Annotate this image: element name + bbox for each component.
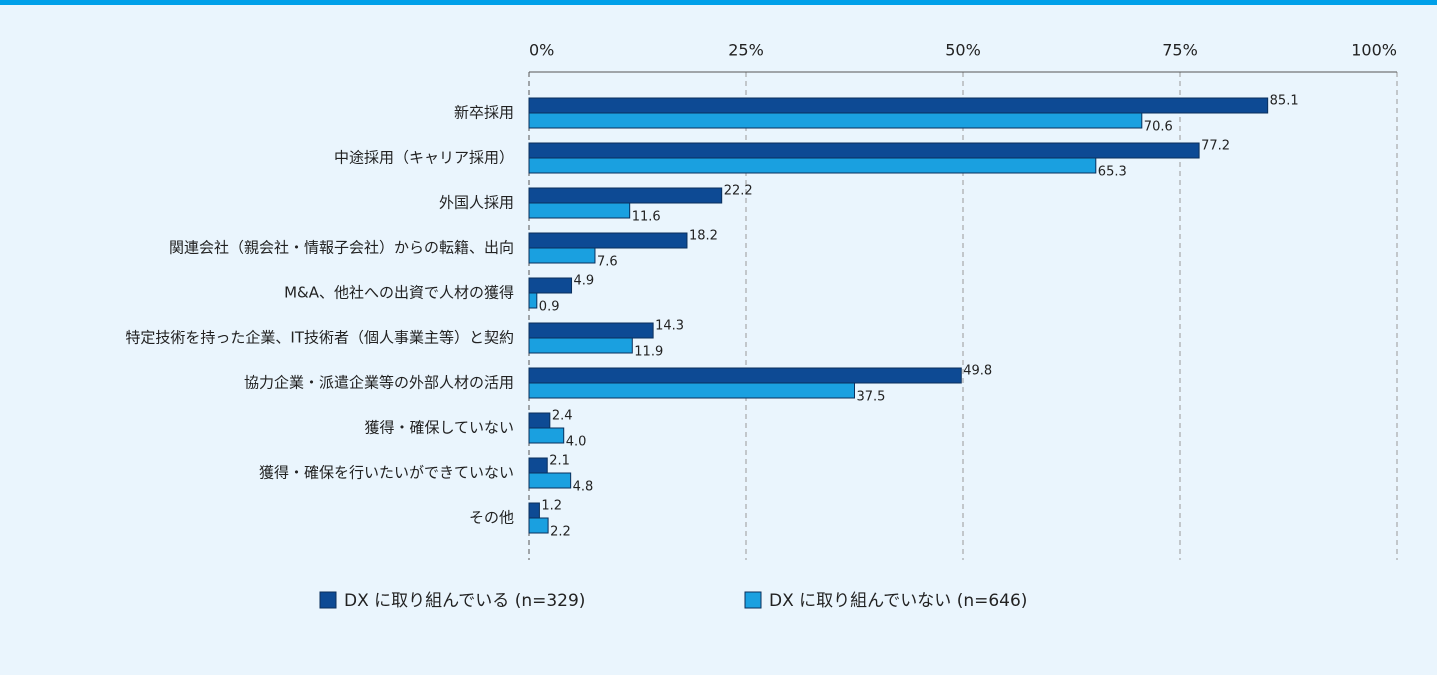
category-label: 新卒採用 — [454, 104, 514, 122]
data-label: 70.6 — [1144, 120, 1173, 135]
data-label: 2.2 — [550, 525, 571, 540]
x-tick-label: 0% — [529, 41, 554, 60]
data-label: 2.4 — [552, 409, 573, 424]
bar — [528, 112, 1143, 129]
x-tick-label: 75% — [1162, 41, 1198, 60]
data-label: 18.2 — [689, 229, 718, 244]
bar — [528, 322, 654, 339]
category-label: 特定技術を持った企業、IT技術者（個人事業主等）と契約 — [125, 329, 514, 347]
data-label: 49.8 — [963, 364, 992, 379]
data-label: 85.1 — [1270, 94, 1299, 109]
data-label: 7.6 — [597, 255, 618, 270]
data-label: 4.9 — [574, 274, 595, 289]
x-tick-label: 100% — [1351, 41, 1397, 60]
bar — [528, 247, 596, 264]
bar — [528, 157, 1097, 174]
data-label: 4.0 — [566, 435, 587, 450]
data-label: 22.2 — [724, 184, 753, 199]
data-label: 4.8 — [573, 480, 594, 495]
category-label: M&A、他社への出資で人材の獲得 — [284, 284, 514, 302]
bar — [528, 367, 962, 384]
top-stripe — [0, 0, 1437, 5]
legend-label: DX に取り組んでいる (n=329) — [344, 591, 585, 611]
category-label: 関連会社（親会社・情報子会社）からの転籍、出向 — [169, 239, 514, 257]
bar — [528, 292, 538, 309]
data-label: 65.3 — [1098, 165, 1127, 180]
data-label: 77.2 — [1201, 139, 1230, 154]
data-label: 11.9 — [634, 345, 663, 360]
category-label: 外国人採用 — [439, 194, 514, 212]
bar — [528, 202, 631, 219]
bar — [528, 187, 723, 204]
data-label: 37.5 — [857, 390, 886, 405]
x-tick-label: 25% — [728, 41, 764, 60]
bar — [528, 502, 540, 519]
data-label: 14.3 — [655, 319, 684, 334]
bar — [528, 232, 688, 249]
bar — [528, 412, 551, 429]
legend-swatch — [319, 591, 337, 609]
bar — [528, 277, 573, 294]
data-label: 11.6 — [632, 210, 661, 225]
legend-swatch — [744, 591, 762, 609]
category-label: 中途採用（キャリア採用） — [334, 149, 514, 167]
category-label: その他 — [469, 509, 514, 527]
bar — [528, 97, 1269, 114]
data-label: 2.1 — [549, 454, 570, 469]
bar — [528, 142, 1200, 159]
category-label: 獲得・確保を行いたいができていない — [259, 464, 514, 482]
legend-label: DX に取り組んでいない (n=646) — [769, 591, 1027, 611]
bar — [528, 517, 549, 534]
bar — [528, 457, 548, 474]
x-tick-label: 50% — [945, 41, 981, 60]
data-label: 0.9 — [539, 300, 560, 315]
bar — [528, 427, 565, 444]
bar — [528, 472, 572, 489]
bar — [528, 337, 633, 354]
bar — [528, 382, 855, 399]
category-label: 獲得・確保していない — [364, 419, 514, 437]
data-label: 1.2 — [541, 499, 562, 514]
category-label: 協力企業・派遣企業等の外部人材の活用 — [244, 374, 514, 392]
